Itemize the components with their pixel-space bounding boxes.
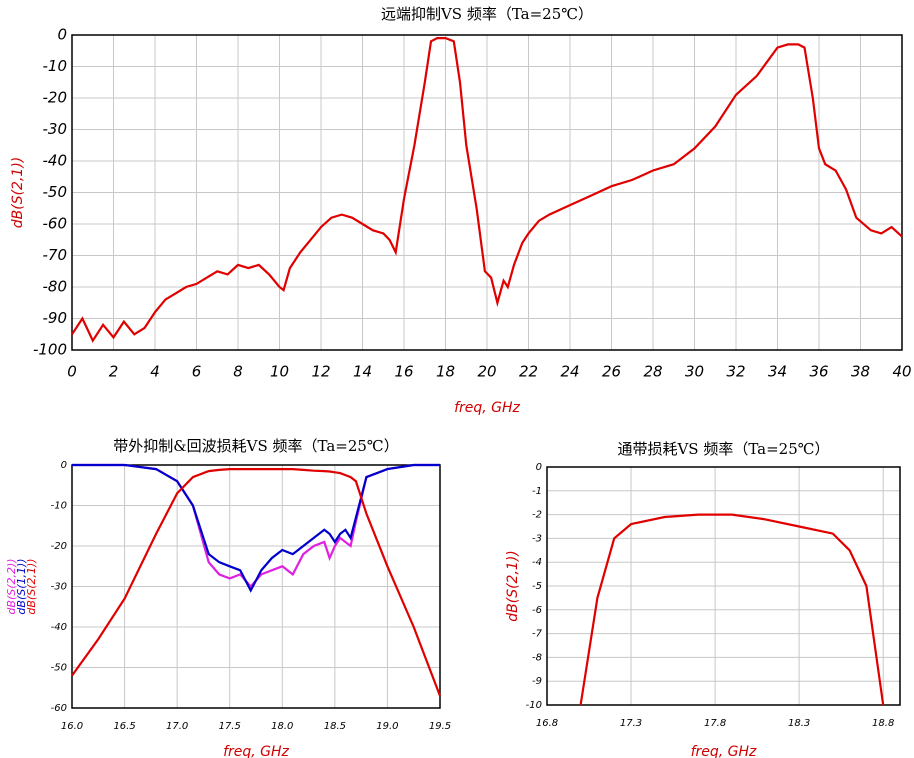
x-tick-label: 18.8 [872,718,894,729]
x-tick-label: 26 [602,363,621,381]
y-tick-label: -20 [51,541,67,552]
x-tick-label: 16.0 [61,721,83,732]
x-tick-label: 19.5 [429,721,451,732]
y-tick-label: -10 [43,57,68,75]
x-tick-label: 19.0 [376,721,398,732]
data-line [579,513,885,706]
x-tick-label: 40 [892,363,911,381]
x-axis-label: freq, GHz [691,744,757,758]
y-tick-label: 0 [57,26,67,44]
x-tick-label: 30 [685,363,704,381]
y-tick-label: -60 [51,703,67,714]
y-axis-label: dB(S(2,1)) [10,157,26,229]
x-tick-label: 16.8 [536,718,558,729]
x-tick-label: 0 [67,363,77,381]
y-tick-label: -40 [51,622,67,633]
x-tick-label: 32 [726,363,745,381]
y-tick-label: -80 [43,278,68,296]
x-tick-label: 16.5 [113,721,135,732]
plot-frame [71,464,441,709]
chart-title: 带外抑制&回波损耗VS 频率（Ta=25℃） [113,437,398,455]
y-tick-label: -30 [51,582,67,593]
y-tick-label: -2 [532,510,542,521]
x-tick-label: 14 [353,363,372,381]
y-tick-label: -30 [43,120,68,138]
data-line [72,463,440,589]
x-tick-label: 17.3 [620,718,642,729]
y-tick-label: -10 [526,700,542,711]
x-tick-label: 20 [477,363,496,381]
x-tick-label: 18.3 [788,718,810,729]
y-tick-label: -4 [532,557,542,568]
legend-entry: dB(S(2,1)) [25,558,38,614]
y-tick-label: 0 [61,460,67,471]
x-tick-label: 6 [192,363,202,381]
x-tick-label: 17.5 [219,721,241,732]
y-tick-label: -1 [532,486,542,497]
x-tick-label: 38 [851,363,870,381]
y-tick-label: -90 [43,309,68,327]
x-tick-label: 22 [519,363,538,381]
x-tick-label: 8 [233,363,243,381]
x-tick-label: 28 [643,363,662,381]
x-tick-label: 10 [270,363,289,381]
plot-frame [546,466,901,706]
x-axis-label: freq, GHz [223,744,289,758]
chart-title: 通带损耗VS 频率（Ta=25℃） [617,440,829,458]
x-tick-label: 18 [436,363,455,381]
x-tick-label: 34 [768,363,787,381]
y-tick-label: -5 [532,581,542,592]
chart-title: 远端抑制VS 频率（Ta=25℃） [381,5,593,23]
x-tick-label: 18.5 [324,721,346,732]
y-tick-label: 0 [536,462,542,473]
y-tick-label: -6 [532,605,542,616]
x-tick-label: 2 [109,363,119,381]
y-tick-label: -10 [51,501,67,512]
data-line [72,463,440,593]
y-tick-label: -3 [532,533,542,544]
x-tick-label: 36 [809,363,828,381]
legend-entry: dB(S(2,2)) [5,558,18,614]
plot-frame [71,34,903,351]
y-axis-label: dB(S(2,1)) [505,550,521,622]
y-tick-label: -50 [43,183,68,201]
legend-entry: dB(S(1,1)) [15,558,28,614]
y-tick-label: -40 [43,152,68,170]
x-tick-label: 18.0 [271,721,293,732]
y-tick-label: -100 [33,341,67,359]
y-tick-label: -70 [43,246,68,264]
y-tick-label: -8 [532,652,542,663]
y-tick-label: -50 [51,663,67,674]
x-tick-label: 4 [150,363,160,381]
y-tick-label: -60 [43,215,68,233]
data-line [71,37,903,343]
y-tick-label: -9 [532,676,542,687]
x-tick-label: 17.8 [704,718,726,729]
x-tick-label: 12 [311,363,330,381]
x-tick-label: 17.0 [166,721,188,732]
x-tick-label: 24 [560,363,579,381]
data-line [71,468,442,697]
y-tick-label: -7 [532,629,543,640]
x-tick-label: 16 [394,363,413,381]
y-tick-label: -20 [43,89,68,107]
x-axis-label: freq, GHz [454,400,520,416]
